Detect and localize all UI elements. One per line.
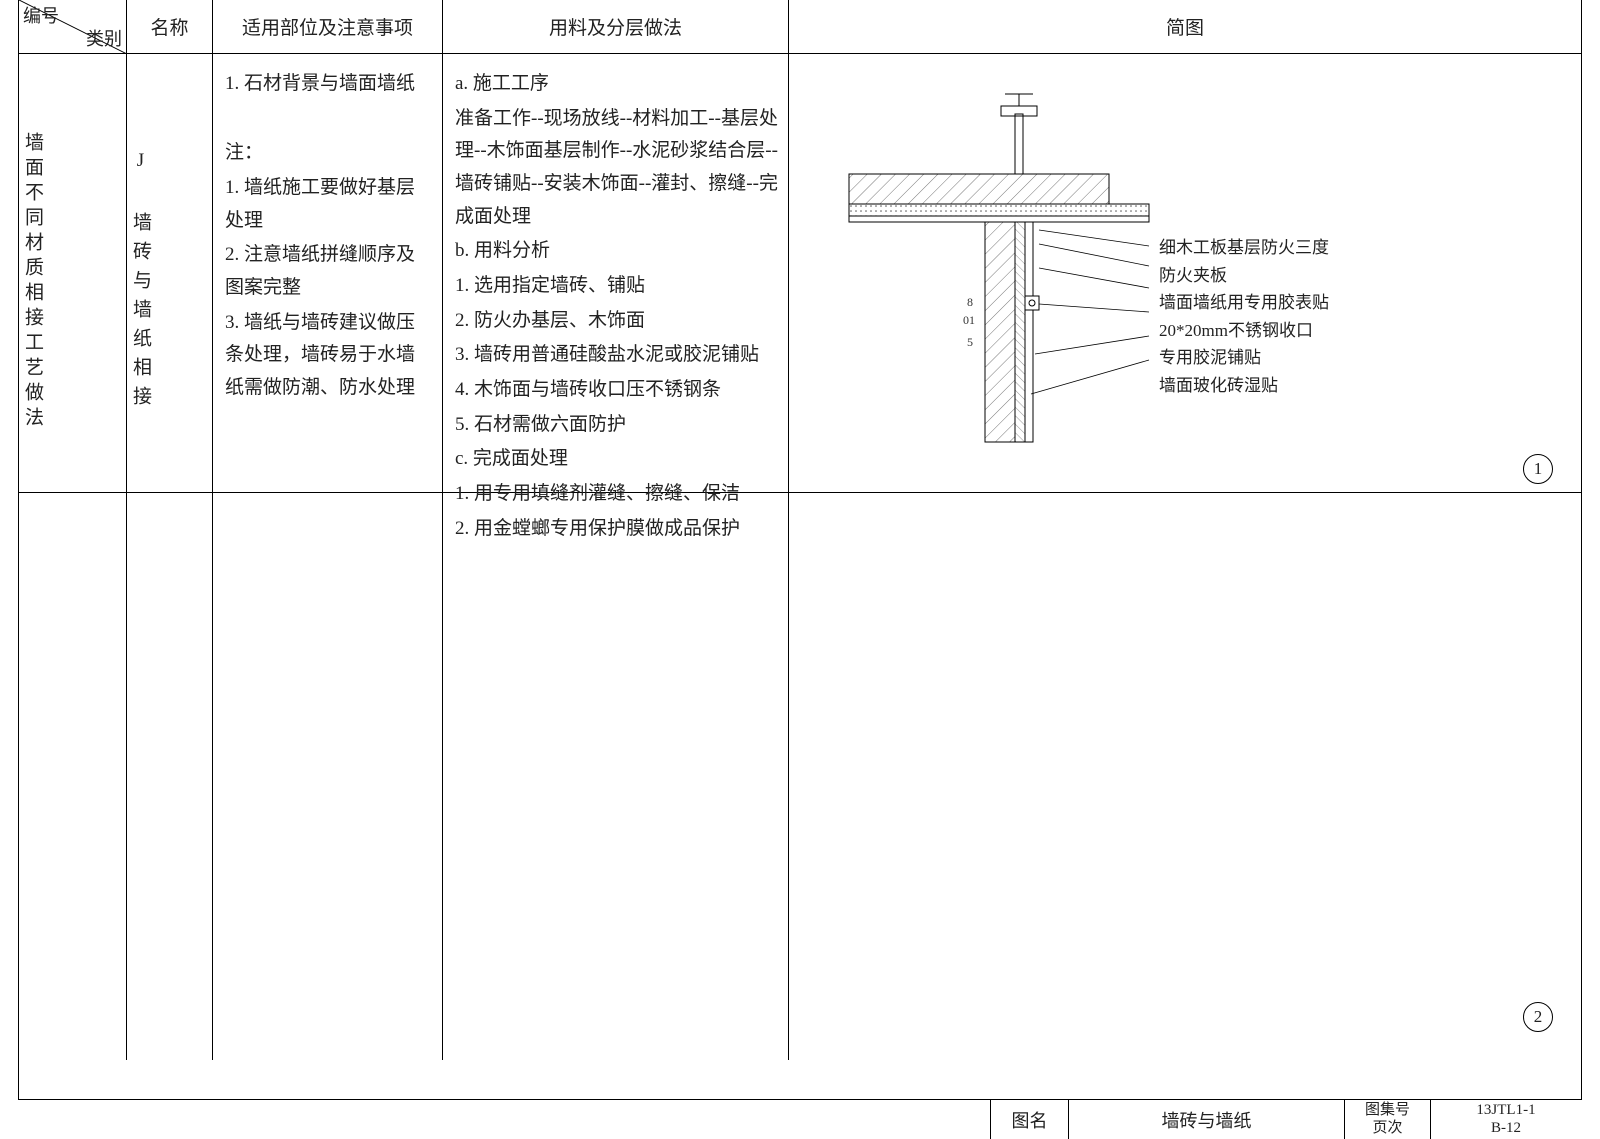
svg-text:01: 01 [963, 313, 975, 327]
col-method: a. 施工工序准备工作--现场放线--材料加工--基层处理--木饰面基层制作--… [443, 54, 789, 1060]
title-block: 图名 墙砖与墙纸 图集号 页次 13JTL1-1 B-12 [990, 1099, 1581, 1139]
tb-label-set-bot: 页次 [1372, 1120, 1402, 1137]
col-category: 墙面不同材质相接工艺做法 [19, 54, 127, 1060]
section-diagram: 8 01 5 细木工板基层防火三度防火夹板墙面墙纸用专用胶表贴20*20mm不锈… [789, 54, 1581, 492]
tb-set-values: 13JTL1-1 B-12 [1431, 1100, 1581, 1139]
hdr-method: 用料及分层做法 [443, 0, 789, 53]
table-header: 编号 类别 名称 适用部位及注意事项 用料及分层做法 简图 [19, 0, 1581, 54]
svg-text:8: 8 [967, 295, 973, 309]
header-diag-cell: 编号 类别 [19, 0, 127, 53]
tb-label-set: 图集号 页次 [1345, 1100, 1431, 1139]
col-name: J 墙砖与墙纸相接 [127, 54, 213, 1060]
detail-number-1: 1 [1523, 454, 1553, 484]
hdr-diagram: 简图 [789, 0, 1581, 53]
hdr-number-label: 编号 [23, 2, 59, 28]
tb-label-name: 图名 [991, 1100, 1069, 1139]
tb-page-no: B-12 [1491, 1120, 1521, 1137]
hdr-category-label: 类别 [86, 25, 122, 51]
method-text: a. 施工工序准备工作--现场放线--材料加工--基层处理--木饰面基层制作--… [443, 54, 788, 492]
hdr-name: 名称 [127, 0, 213, 53]
drawing-sheet: 编号 类别 名称 适用部位及注意事项 用料及分层做法 简图 墙面不同材质相接工艺… [18, 0, 1582, 1100]
hdr-scope: 适用部位及注意事项 [213, 0, 443, 53]
detail-number-2: 2 [1523, 1002, 1553, 1032]
tb-set-no: 13JTL1-1 [1476, 1102, 1535, 1119]
tb-label-set-top: 图集号 [1365, 1102, 1410, 1119]
scope-text: 1. 石材背景与墙面墙纸 注：1. 墙纸施工要做好基层处理2. 注意墙纸拼缝顺序… [213, 54, 442, 492]
col-diagram: 8 01 5 细木工板基层防火三度防火夹板墙面墙纸用专用胶表贴20*20mm不锈… [789, 54, 1581, 1060]
diagram-callouts: 细木工板基层防火三度防火夹板墙面墙纸用专用胶表贴20*20mm不锈钢收口专用胶泥… [1159, 234, 1329, 399]
svg-text:5: 5 [967, 335, 973, 349]
category-text: 墙面不同材质相接工艺做法 [19, 54, 46, 492]
name-text: J 墙砖与墙纸相接 [127, 54, 154, 492]
tb-drawing-name: 墙砖与墙纸 [1069, 1100, 1345, 1139]
table-body: 墙面不同材质相接工艺做法 J 墙砖与墙纸相接 1. 石材背景与墙面墙纸 注：1.… [19, 54, 1581, 1060]
col-scope: 1. 石材背景与墙面墙纸 注：1. 墙纸施工要做好基层处理2. 注意墙纸拼缝顺序… [213, 54, 443, 1060]
